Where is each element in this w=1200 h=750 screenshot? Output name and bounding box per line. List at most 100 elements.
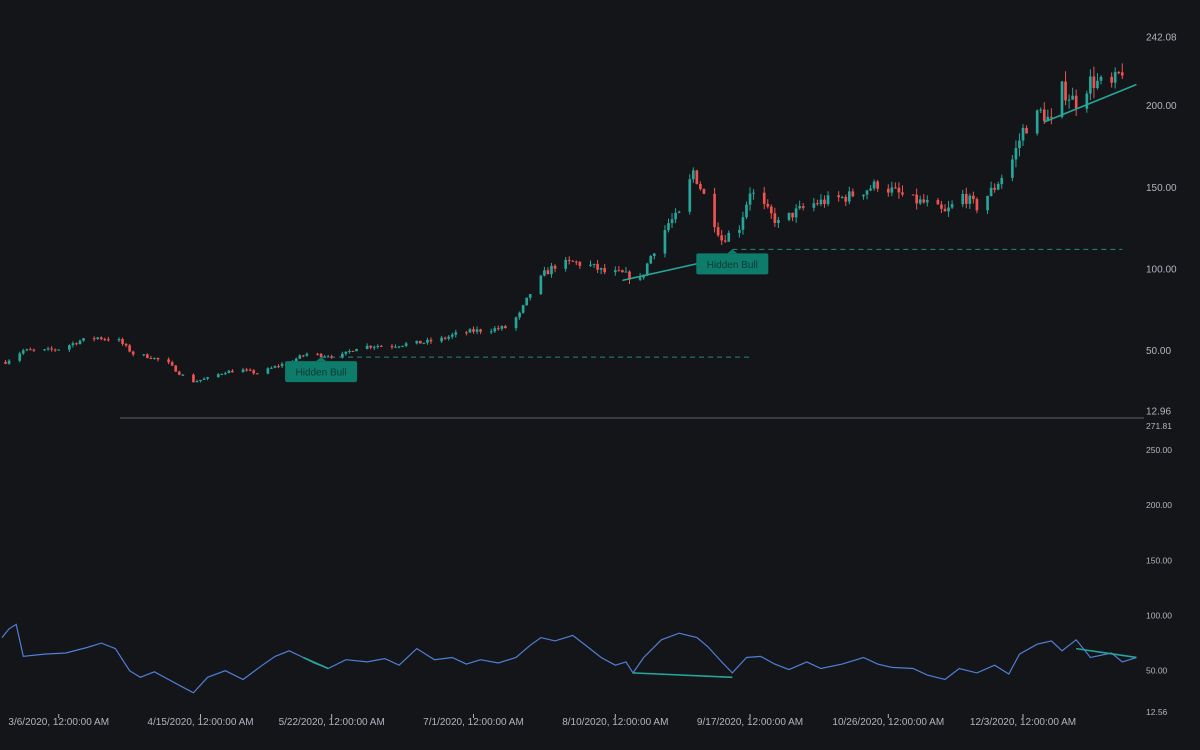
candle-body xyxy=(823,199,826,205)
candle-body xyxy=(674,212,677,220)
candle-body xyxy=(773,213,777,223)
candle-body xyxy=(738,229,741,233)
candle-body xyxy=(341,353,344,358)
price-axis: 242.08 200.00 150.00 100.00 50.00 12.96 xyxy=(1146,33,1177,418)
candle-body xyxy=(241,369,245,373)
candle-body xyxy=(1025,127,1028,134)
candle-body xyxy=(365,345,369,349)
candle-body xyxy=(18,353,22,361)
candle-body xyxy=(454,332,458,335)
candle-body xyxy=(7,360,11,364)
candle-body xyxy=(216,374,220,378)
candle-body xyxy=(248,369,252,371)
candle-body xyxy=(351,350,355,352)
candle-body xyxy=(468,329,472,333)
candle-body xyxy=(1035,110,1039,134)
time-axis-label: 4/15/2020, 12:00:00 AM xyxy=(147,717,253,728)
candle-body xyxy=(489,331,493,333)
candle-body xyxy=(578,262,582,266)
candle-body xyxy=(713,193,716,228)
candle-body xyxy=(794,208,798,218)
candle-body xyxy=(624,271,628,273)
candle-body xyxy=(865,190,869,195)
candle-body xyxy=(266,368,270,374)
candle-body xyxy=(57,349,61,351)
candle-body xyxy=(25,349,29,351)
time-axis-label: 10/26/2020, 12:00:00 AM xyxy=(832,717,944,728)
candle-body xyxy=(826,195,830,205)
candle-body xyxy=(1074,95,1078,109)
candle-body xyxy=(936,200,940,205)
candle-body xyxy=(146,354,149,359)
candle-body xyxy=(227,370,231,374)
oscillator-line xyxy=(1,623,1137,694)
candle-body xyxy=(224,373,227,375)
candle-body xyxy=(121,339,124,344)
candle-body xyxy=(645,263,649,275)
candle-body xyxy=(918,199,922,204)
candle-body xyxy=(294,358,298,362)
oscillator-axis-label: 271.81 xyxy=(1146,421,1172,431)
candle-body xyxy=(177,371,181,375)
oscillator-axis-label: 200.00 xyxy=(1146,500,1172,510)
candle-body xyxy=(543,270,546,276)
candle-body xyxy=(603,268,607,273)
candle-body xyxy=(869,188,872,191)
candle-body xyxy=(319,353,323,357)
candle-body xyxy=(323,356,326,358)
candle-body xyxy=(766,203,770,207)
candle-body xyxy=(922,199,926,203)
candle-body xyxy=(847,191,851,202)
candle-body xyxy=(298,355,302,359)
time-axis-label: 8/10/2020, 12:00:00 AM xyxy=(562,717,668,728)
candle-body xyxy=(695,170,699,184)
candle-body xyxy=(819,199,823,205)
candle-body xyxy=(844,196,848,202)
candle-body xyxy=(574,261,578,263)
candle-body xyxy=(518,312,521,318)
candle-body xyxy=(528,294,532,298)
candle-body xyxy=(1085,93,1089,109)
price-pane[interactable]: Hidden Bull Hidden Bull 242.08 200.00 150.0… xyxy=(4,33,1177,418)
candle-body xyxy=(277,366,280,368)
price-axis-label: 150.00 xyxy=(1146,183,1177,194)
candle-body xyxy=(372,346,376,348)
candle-body xyxy=(876,181,879,189)
candle-body xyxy=(769,206,773,214)
candle-body xyxy=(940,204,943,209)
oscillator-axis-label: 50.00 xyxy=(1146,666,1168,676)
time-axis: 3/6/2020, 12:00:00 AM 4/15/2020, 12:00:00… xyxy=(8,714,1076,728)
candle-body xyxy=(500,326,504,329)
candle-body xyxy=(1117,72,1121,74)
candle-body xyxy=(663,230,667,254)
time-axis-label: 5/22/2020, 12:00:00 AM xyxy=(279,717,385,728)
divergence-line xyxy=(303,656,329,670)
candle-body xyxy=(153,357,156,359)
candle-body xyxy=(50,348,53,350)
candle-body xyxy=(82,338,85,341)
candle-body xyxy=(440,337,443,342)
price-axis-label: 12.96 xyxy=(1146,407,1171,418)
candle-body xyxy=(638,277,642,280)
candle-body xyxy=(302,355,305,357)
candle-body xyxy=(475,329,479,332)
candle-body xyxy=(156,357,160,360)
oscillator-axis-label: 100.00 xyxy=(1146,611,1172,621)
candle-body xyxy=(390,346,394,348)
candle-body xyxy=(68,345,71,350)
candle-body xyxy=(231,370,234,373)
time-axis-label: 7/1/2020, 12:00:00 AM xyxy=(423,717,524,728)
candle-body xyxy=(727,232,731,242)
candle-body xyxy=(720,235,723,241)
oscillator-pane[interactable]: 271.81 250.00 200.00 150.00 100.00 50.00 12.56 xyxy=(1,421,1172,717)
candle-body xyxy=(564,259,568,269)
candle-body xyxy=(493,328,497,332)
candle-body xyxy=(380,345,383,347)
oscillator-axis-label: 12.56 xyxy=(1146,707,1168,717)
candle-body xyxy=(514,317,518,329)
candle-body xyxy=(206,377,209,379)
candle-body xyxy=(716,227,720,236)
candle-body xyxy=(394,346,397,348)
divergence-line xyxy=(1076,647,1137,659)
